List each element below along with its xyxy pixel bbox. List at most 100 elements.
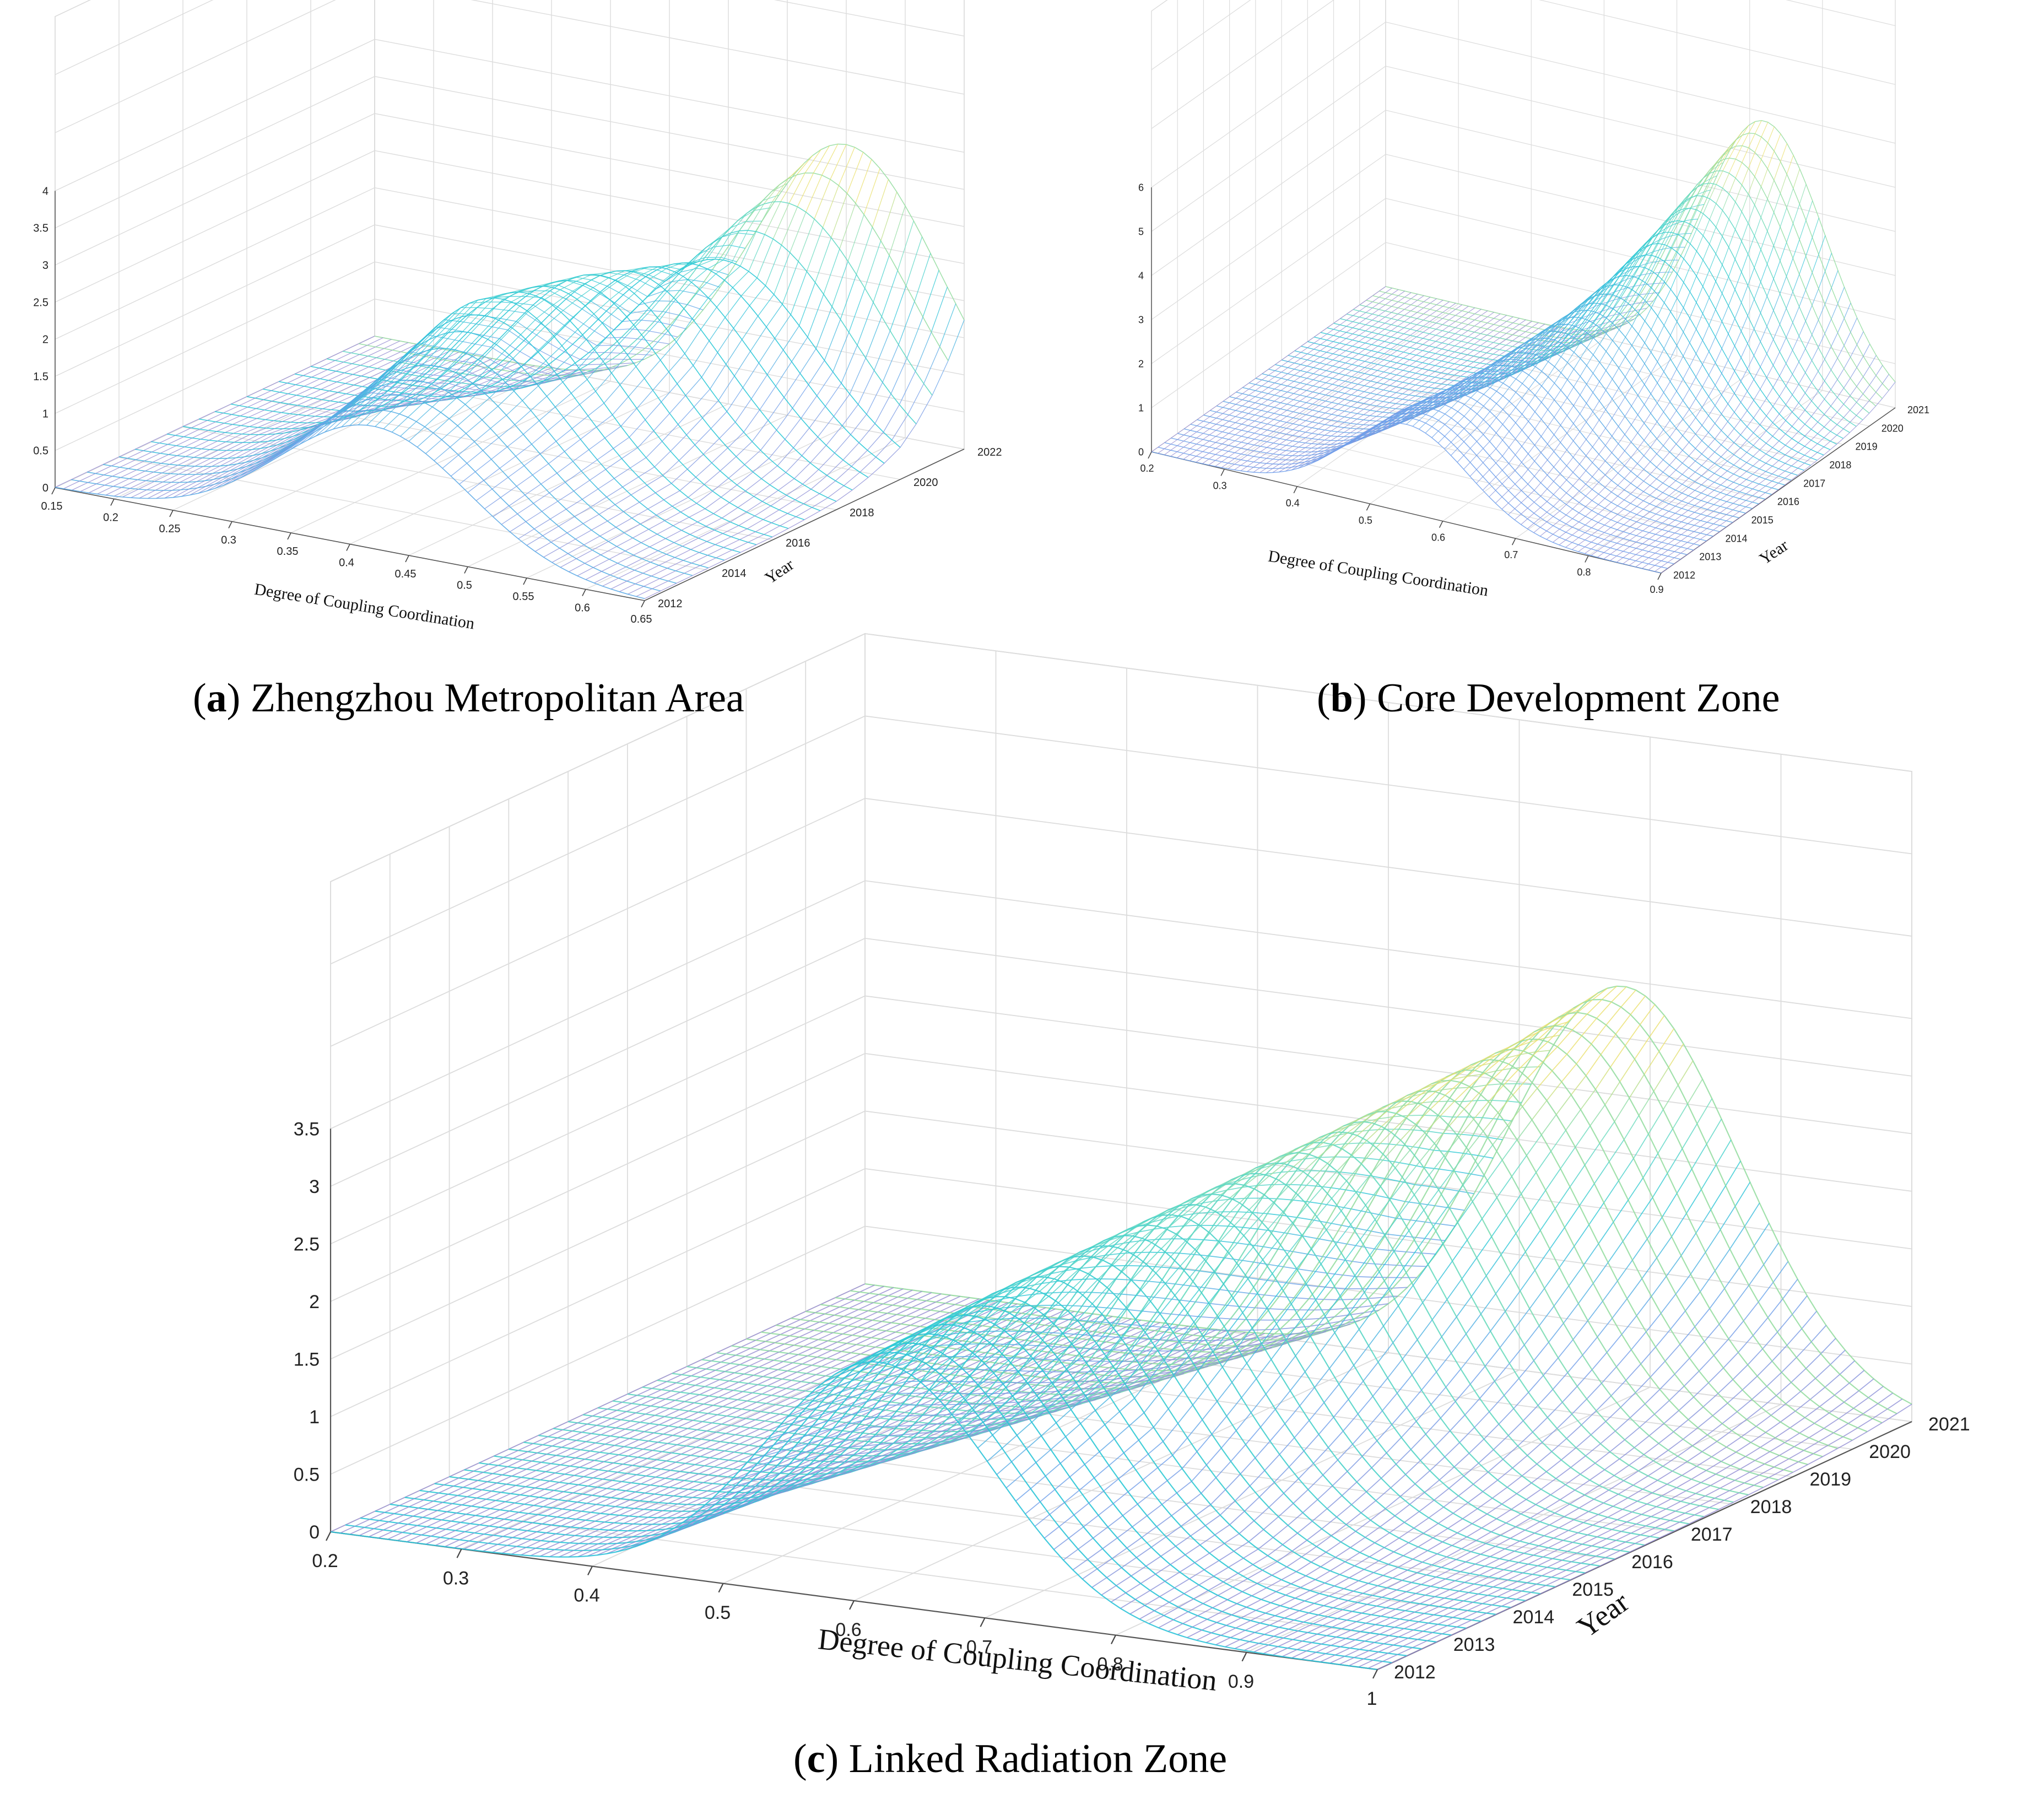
b-x-tick: 0.9 <box>1650 584 1663 595</box>
a-surface-row <box>71 409 661 592</box>
b-z-tick: 4 <box>1138 270 1144 281</box>
a-x-tick: 0.35 <box>277 546 299 558</box>
a-x-tick: 0.45 <box>395 568 417 580</box>
caption-b: (b) Core Development Zone <box>1317 676 1780 721</box>
caption-c-text: Linked Radiation Zone <box>848 1736 1228 1781</box>
c-z-tick: 3 <box>309 1176 320 1197</box>
b-surface-row <box>1366 158 1877 407</box>
b-surface-row <box>1307 266 1818 461</box>
c-y-tick: 2014 <box>1513 1607 1555 1628</box>
a-x-tick: 0.5 <box>457 580 472 592</box>
a-surface-row <box>326 230 917 424</box>
c-mesh-strip <box>553 1204 1615 1567</box>
a-surface-row <box>102 380 693 576</box>
c-mesh-strip <box>567 1193 1630 1560</box>
a-y-tick: 2012 <box>658 598 683 610</box>
b-surface-row <box>1385 120 1896 382</box>
b-surface-row <box>1255 331 1766 500</box>
b-mesh-strip <box>1340 195 1857 433</box>
b-surface-row <box>1164 412 1674 564</box>
b-y-tick: 2015 <box>1751 515 1774 526</box>
a-mesh-strip <box>102 365 709 576</box>
a-mesh-strip <box>71 395 677 592</box>
a-x-tick: 0.2 <box>103 512 118 524</box>
b-y-tick: 2017 <box>1803 478 1825 489</box>
c-x-tick: 0.8 <box>1097 1654 1123 1675</box>
caption-a: (a) Zhengzhou Metropolitan Area <box>193 676 744 721</box>
b-z-tick: 6 <box>1138 182 1144 193</box>
b-surface-row <box>1353 182 1863 420</box>
a-surface-row <box>134 348 725 561</box>
a-x-tick: 0.6 <box>575 602 590 614</box>
a-ticks: 0.15 0.2 0.25 0.3 0.35 0.4 0.45 0.5 0.55 0.6 0.65 2… <box>33 185 1002 625</box>
b-mesh-strip <box>1216 365 1733 527</box>
b-surface-row <box>1190 392 1700 546</box>
caption-c: (c) Linked Radiation Zone <box>793 1736 1228 1781</box>
b-surface-row <box>1347 195 1857 427</box>
c-surface-row <box>553 1214 1601 1567</box>
c-mesh-strip <box>360 1333 1423 1656</box>
c-surface-row <box>761 1070 1808 1465</box>
b-mesh-strip <box>1268 310 1785 490</box>
b-surface-row <box>1268 316 1778 490</box>
a-mesh-strip <box>134 331 741 561</box>
c-surface-row <box>716 1100 1764 1488</box>
c-y-tick: 2012 <box>1394 1662 1436 1683</box>
a-mesh-strip <box>166 298 773 546</box>
c-surface-row <box>434 1296 1482 1622</box>
a-mesh-strip <box>230 274 837 511</box>
c-z-tick: 0.5 <box>294 1464 320 1485</box>
a-z-tick: 2.5 <box>33 296 48 309</box>
b-mesh-strip <box>1183 392 1701 550</box>
b-surface-row <box>1242 344 1753 509</box>
c-mesh-strip <box>835 999 1897 1423</box>
b-mesh-strip <box>1307 255 1824 461</box>
a-surface-row <box>278 266 869 478</box>
c-mesh-strip <box>642 1142 1705 1525</box>
caption-a-text: Zhengzhou Metropolitan Area <box>250 676 744 721</box>
b-mesh-strip <box>1203 376 1720 537</box>
caption-c-letter: c <box>807 1736 825 1781</box>
surface-plot-a: 0.15 0.2 0.25 0.3 0.35 0.4 0.45 0.5 0.55 0.6 0.65 2… <box>33 0 1002 633</box>
b-surface-row <box>1223 364 1733 523</box>
c-surface-row <box>523 1235 1571 1581</box>
b-mesh-strip <box>1320 232 1837 450</box>
c-z-tick: 2 <box>309 1292 320 1313</box>
b-surface-row <box>1281 303 1792 480</box>
a-z-tick: 3 <box>42 260 48 272</box>
a-surface-row <box>342 201 933 396</box>
b-mesh-strip <box>1236 345 1753 514</box>
panel-b: 0.2 0.3 0.4 0.5 0.6 0.7 0.8 0.9 2012 2013 2014 2015… <box>1011 0 2022 661</box>
a-y-tick: 2022 <box>977 446 1002 458</box>
b-z-tick: 0 <box>1138 446 1144 457</box>
c-z-tick: 2.5 <box>294 1234 320 1255</box>
c-y-tick: 2020 <box>1869 1441 1911 1462</box>
b-surface-row <box>1216 370 1727 528</box>
c-mesh-strip <box>686 1111 1749 1503</box>
c-mesh-strip <box>419 1296 1482 1629</box>
panel-a: 0.15 0.2 0.25 0.3 0.35 0.4 0.45 0.5 0.55 0.6 0.65 2… <box>0 0 1011 661</box>
a-mesh-strip <box>55 409 661 600</box>
b-z-tick: 2 <box>1138 358 1144 369</box>
c-mesh-strip <box>390 1315 1452 1643</box>
c-mesh-strip <box>597 1173 1660 1546</box>
b-z-tick: 5 <box>1138 226 1144 237</box>
c-surface-row <box>686 1121 1734 1503</box>
a-z-tick: 4 <box>42 185 48 197</box>
a-mesh-strip <box>310 230 917 448</box>
a-z-tick: 0 <box>42 482 48 494</box>
b-x-tick: 0.5 <box>1359 515 1372 526</box>
caption-b-text: Core Development Zone <box>1376 676 1780 721</box>
a-x-tick: 0.15 <box>41 500 63 512</box>
a-z-tick: 1 <box>42 408 48 420</box>
c-surface-row <box>330 1361 1378 1671</box>
b-mesh-strip <box>1327 220 1843 445</box>
c-x-tick: 1 <box>1367 1688 1377 1709</box>
c-y-tick: 2017 <box>1691 1524 1733 1545</box>
c-x-tick: 0.9 <box>1228 1671 1254 1692</box>
b-x-tick: 0.2 <box>1140 463 1154 474</box>
a-x-tick: 0.55 <box>513 591 534 603</box>
b-surface-row <box>1210 376 1720 532</box>
c-surface-row <box>820 1025 1868 1433</box>
a-surface-row <box>86 395 677 584</box>
